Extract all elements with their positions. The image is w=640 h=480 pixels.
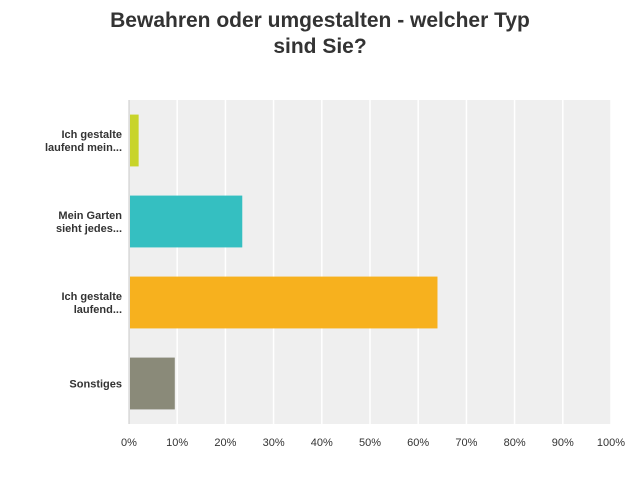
- category-label: Ich gestalte laufend...: [61, 291, 122, 316]
- grid-lines: [176, 100, 612, 424]
- x-tick-label: 30%: [263, 437, 285, 449]
- chart-title-line-2: sind Sie?: [273, 35, 367, 58]
- category-label-line: Sonstiges: [69, 379, 122, 391]
- x-tick-label: 20%: [214, 437, 236, 449]
- tick-labels: 0% 10% 20% 30% 40% 50% 60% 70% 80% 90% 100%: [121, 437, 625, 449]
- bar: [130, 276, 438, 329]
- bar: [130, 195, 243, 248]
- category-label-line: Ich gestalte: [61, 129, 122, 141]
- bars: [130, 114, 438, 410]
- x-tick-label: 60%: [407, 437, 429, 449]
- category-label-line: laufend mein...: [45, 142, 122, 154]
- chart-title-line-1: Bewahren oder umgestalten - welcher Typ: [110, 9, 530, 32]
- x-tick-label: 70%: [455, 437, 477, 449]
- x-tick-label: 100%: [597, 437, 625, 449]
- category-label-line: Mein Garten: [58, 210, 122, 222]
- bar: [130, 357, 175, 410]
- category-label-line: Ich gestalte: [61, 291, 122, 303]
- x-tick-label: 0%: [121, 437, 137, 449]
- chart-title: Bewahren oder umgestalten - welcher Typ …: [0, 8, 640, 60]
- x-tick-label: 90%: [552, 437, 574, 449]
- x-tick-label: 80%: [504, 437, 526, 449]
- bar: [130, 114, 139, 167]
- category-label: Sonstiges: [69, 379, 122, 391]
- category-labels: Ich gestalte laufend mein...Mein Garten si…: [45, 129, 122, 391]
- x-tick-label: 40%: [311, 437, 333, 449]
- category-label: Ich gestalte laufend mein...: [45, 129, 122, 154]
- x-tick-label: 10%: [166, 437, 188, 449]
- category-label-line: sieht jedes...: [56, 223, 122, 235]
- x-tick-label: 50%: [359, 437, 381, 449]
- category-label-line: laufend...: [74, 304, 122, 316]
- category-label: Mein Garten sieht jedes...: [56, 210, 122, 235]
